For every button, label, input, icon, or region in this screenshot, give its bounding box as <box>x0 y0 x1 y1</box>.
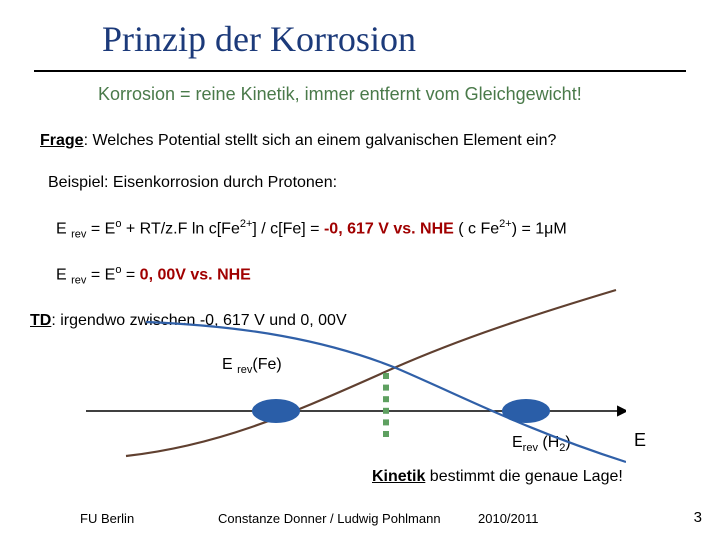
question-label: Frage <box>40 132 84 149</box>
e-rev-h2-mid: (H <box>538 434 559 451</box>
title-rule <box>34 70 686 72</box>
eq1-sub1: rev <box>71 229 86 241</box>
question-line: Frage: Welches Potential stellt sich an … <box>40 132 556 150</box>
fe-marker <box>252 399 300 423</box>
kinetik-bold: Kinetik <box>372 468 425 485</box>
eq1-val: -0, 617 V vs. NHE <box>324 220 454 237</box>
footer-center: Constanze Donner / Ludwig Pohlmann <box>218 511 441 526</box>
e-rev-h2-sub: rev <box>523 442 538 454</box>
h2-marker <box>502 399 550 423</box>
td-label: TD <box>30 312 51 329</box>
eq1-sup3: 2+ <box>499 218 512 230</box>
example-line: Beispiel: Eisenkorrosion durch Protonen: <box>48 174 337 192</box>
page-number: 3 <box>694 509 702 526</box>
eq1-sup2: 2+ <box>240 218 253 230</box>
e-rev-h2-pre: E <box>512 434 523 451</box>
label-e-rev-h2: Erev (H2) <box>512 434 571 454</box>
e-axis-label: E <box>634 430 646 451</box>
footer-left: FU Berlin <box>80 511 134 526</box>
e-rev-h2-after: ) <box>565 434 570 451</box>
label-e-rev-fe: E rev(Fe) <box>222 356 282 376</box>
eq1-pre: E <box>56 220 71 237</box>
eq2-sub: rev <box>71 275 86 287</box>
e-rev-fe-pre: E <box>222 356 237 373</box>
equation-1: E rev = Eo + RT/z.F ln c[Fe2+] / c[Fe] =… <box>56 218 567 241</box>
td-line: TD: irgendwo zwischen -0, 617 V und 0, 0… <box>30 312 347 330</box>
e-rev-fe-sub: rev <box>237 364 252 376</box>
slide-title: Prinzip der Korrosion <box>102 18 416 60</box>
intersection-dots <box>383 373 389 437</box>
e-rev-fe-after: (Fe) <box>252 356 281 373</box>
eq2-m1: = E <box>86 266 115 283</box>
question-text: : Welches Potential stellt sich an einem… <box>84 132 557 149</box>
eq1-m3: ] / c[Fe] = <box>252 220 324 237</box>
eq1-m1: = E <box>86 220 115 237</box>
eq2-pre: E <box>56 266 71 283</box>
eq1-after: ( c Fe <box>454 220 499 237</box>
eq2-val: 0, 00V vs. NHE <box>140 266 251 283</box>
footer-right: 2010/2011 <box>478 511 539 526</box>
eq2-m2: = <box>121 266 139 283</box>
eq1-end: ) = 1μM <box>512 220 567 237</box>
kinetik-line: Kinetik bestimmt die genaue Lage! <box>372 468 623 486</box>
eq1-m2: + RT/z.F ln c[Fe <box>121 220 239 237</box>
equation-2: E rev = Eo = 0, 00V vs. NHE <box>56 264 251 287</box>
td-text: : irgendwo zwischen -0, 617 V und 0, 00V <box>51 312 346 329</box>
kinetik-rest: bestimmt die genaue Lage! <box>425 468 622 485</box>
subtitle: Korrosion = reine Kinetik, immer entfern… <box>98 84 582 105</box>
